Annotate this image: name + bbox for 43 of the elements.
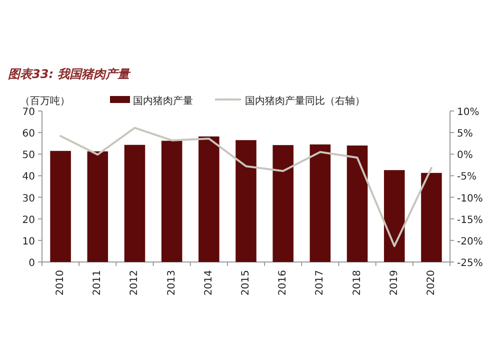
x-tick-label: 2020 — [426, 270, 437, 296]
x-tick-label: 2011 — [92, 270, 104, 296]
bar — [87, 151, 108, 262]
bar — [346, 146, 368, 262]
bar — [50, 150, 71, 262]
x-tick-label: 2010 — [55, 270, 66, 296]
bar — [421, 172, 442, 262]
legend-label: 国内猪肉产量 — [133, 95, 193, 107]
bar — [384, 170, 405, 262]
x-tick-label: 2012 — [129, 270, 140, 296]
y-tick-label: 0 — [28, 258, 35, 269]
x-tick-label: 2019 — [388, 270, 400, 296]
bar — [236, 140, 256, 262]
y-tick-label: 30 — [22, 193, 35, 204]
y-tick-label: 60 — [22, 128, 35, 140]
x-tick-label: 2018 — [352, 270, 363, 296]
y2-tick-label: -25% — [457, 258, 483, 269]
y-tick-label: 40 — [22, 172, 35, 183]
chart-title: 图表33: 我国猪肉产量 — [8, 67, 132, 81]
bar — [272, 145, 294, 262]
y2-tick-label: -20% — [457, 236, 483, 248]
y2-tick-label: 10% — [457, 107, 480, 118]
y-tick-label: 50 — [22, 150, 35, 162]
x-tick-label: 2017 — [314, 270, 326, 296]
bar — [310, 144, 331, 262]
y2-tick-label: -15% — [457, 214, 483, 226]
y2-tick-label: -10% — [457, 193, 483, 204]
bar — [161, 140, 182, 262]
y-tick-label: 10 — [22, 236, 35, 248]
x-tick-label: 2015 — [240, 270, 252, 296]
bar — [198, 136, 220, 262]
y2-tick-label: 0% — [457, 150, 473, 162]
bar — [124, 144, 146, 262]
x-tick-label: 2016 — [278, 270, 289, 296]
y-axis-title: （百万吨） — [20, 95, 70, 107]
line-series — [60, 126, 432, 248]
x-tick-label: 2014 — [203, 270, 214, 296]
y2-tick-label: 5% — [457, 128, 473, 140]
y-tick-label: 20 — [22, 214, 35, 226]
x-tick-label: 2013 — [166, 270, 178, 296]
y-tick-label: 70 — [22, 107, 35, 118]
y2-tick-label: -5% — [457, 172, 476, 183]
legend-label: 国内猪肉产量同比（右轴） — [245, 95, 365, 107]
